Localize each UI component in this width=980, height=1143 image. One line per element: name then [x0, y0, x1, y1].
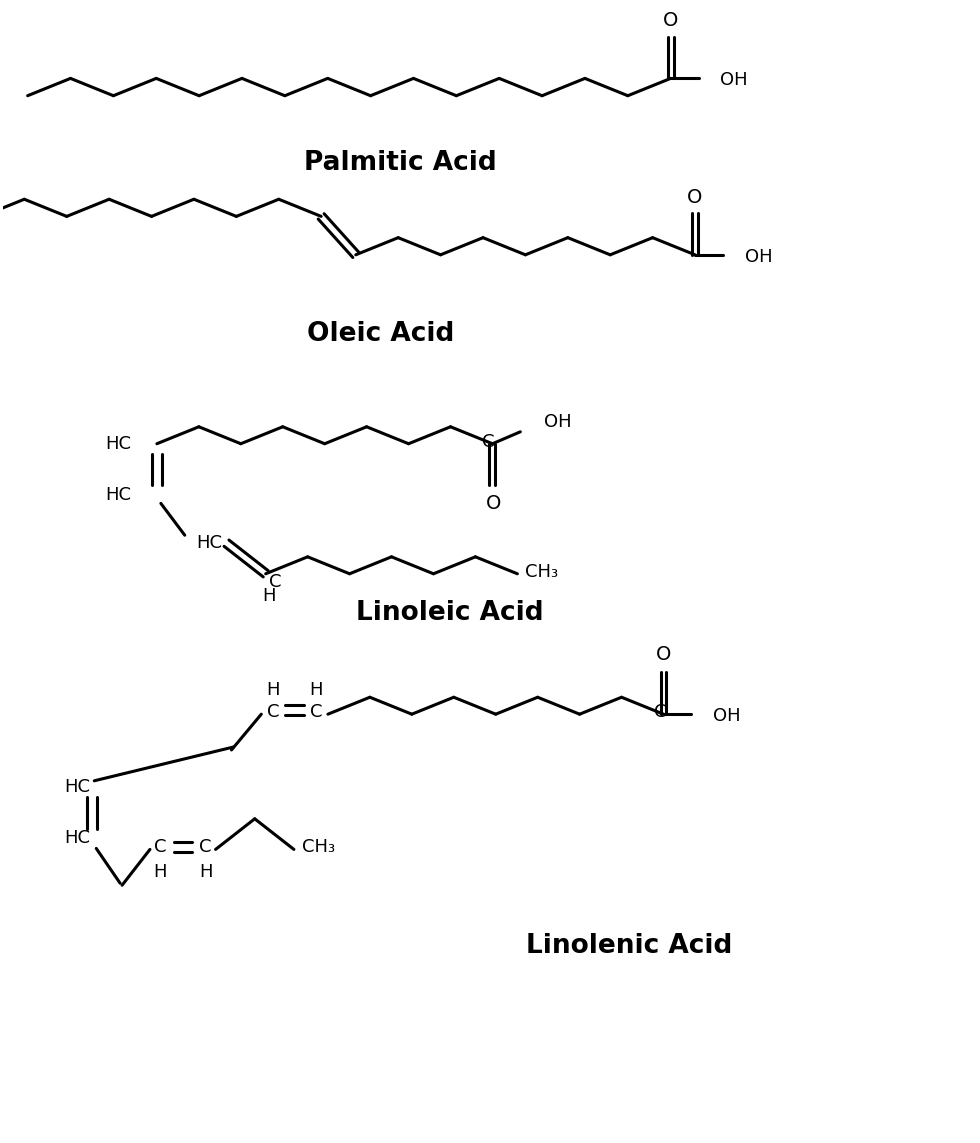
Text: Linolenic Acid: Linolenic Acid — [526, 933, 732, 959]
Text: H: H — [267, 681, 280, 700]
Text: O: O — [656, 645, 671, 664]
Text: HC: HC — [65, 777, 90, 796]
Text: C: C — [267, 703, 279, 721]
Text: C: C — [154, 839, 167, 856]
Text: C: C — [269, 573, 281, 591]
Text: O: O — [663, 11, 678, 30]
Text: HC: HC — [65, 830, 90, 847]
Text: Oleic Acid: Oleic Acid — [307, 321, 455, 347]
Text: C: C — [310, 703, 322, 721]
Text: O: O — [486, 494, 501, 513]
Text: CH₃: CH₃ — [302, 839, 335, 856]
Text: HC: HC — [197, 534, 222, 552]
Text: HC: HC — [105, 434, 131, 453]
Text: C: C — [199, 839, 212, 856]
Text: H: H — [199, 863, 213, 881]
Text: O: O — [687, 187, 703, 207]
Text: OH: OH — [745, 248, 772, 266]
Text: Linoleic Acid: Linoleic Acid — [357, 600, 544, 625]
Text: OH: OH — [713, 708, 741, 725]
Text: OH: OH — [544, 413, 571, 431]
Text: Palmitic Acid: Palmitic Acid — [304, 151, 497, 176]
Text: HC: HC — [105, 487, 131, 504]
Text: H: H — [310, 681, 322, 700]
Text: H: H — [153, 863, 167, 881]
Text: OH: OH — [720, 71, 748, 89]
Text: C: C — [482, 433, 495, 450]
Text: C: C — [654, 703, 666, 721]
Text: CH₃: CH₃ — [525, 562, 559, 581]
Text: H: H — [262, 586, 275, 605]
